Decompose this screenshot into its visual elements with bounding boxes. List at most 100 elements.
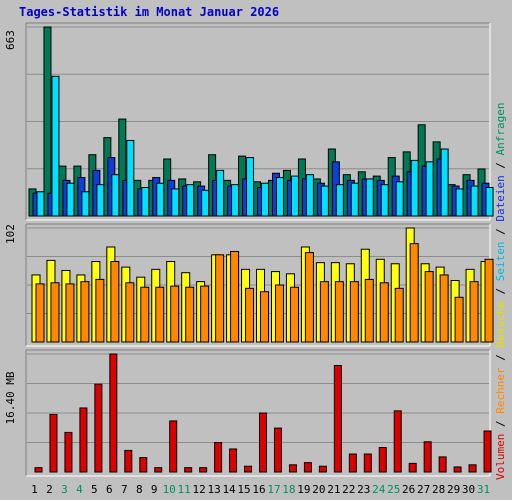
- bar-volumen-day-4: [79, 407, 88, 473]
- x-tick-label: 8: [136, 483, 143, 496]
- legend: Volumen / Rechner / Besuche / Seiten / D…: [494, 102, 507, 480]
- x-tick-label: 14: [222, 483, 236, 496]
- legend-separator: /: [494, 414, 507, 434]
- legend-text: Volumen / Rechner / Besuche / Seiten / D…: [494, 102, 507, 480]
- bar-rechner-day-30: [469, 281, 479, 343]
- bar-rechner-day-27: [424, 271, 434, 343]
- bar-rechner-day-14: [230, 250, 240, 343]
- legend-separator: /: [494, 281, 507, 301]
- x-tick-label: 2: [46, 483, 53, 496]
- x-tick-label: 19: [297, 483, 310, 496]
- bar-rechner-day-1: [35, 283, 45, 343]
- x-tick-label: 24: [372, 483, 386, 496]
- bar-rechner-day-12: [200, 285, 210, 343]
- bar-volumen-day-20: [318, 465, 327, 473]
- x-tick-label: 13: [207, 483, 220, 496]
- bar-seiten-day-7: [126, 139, 135, 217]
- bar-volumen-day-11: [184, 467, 193, 473]
- bar-anfragen-day-2: [43, 26, 52, 217]
- panel-middle: 102: [4, 223, 494, 347]
- bar-rechner-day-2: [50, 282, 60, 343]
- bar-seiten-day-14: [231, 184, 240, 217]
- legend-item-seiten: Seiten: [494, 242, 507, 282]
- bar-volumen-day-13: [214, 442, 223, 473]
- bar-volumen-day-31: [483, 430, 492, 473]
- x-tick-label: 27: [417, 483, 430, 496]
- bar-volumen-day-5: [94, 383, 103, 473]
- bar-seiten-day-16: [261, 182, 270, 217]
- legend-separator: /: [494, 155, 507, 175]
- legend-item-rechner: Rechner: [494, 367, 507, 414]
- bar-rechner-day-9: [155, 286, 165, 343]
- bar-volumen-day-16: [259, 412, 268, 473]
- bar-volumen-day-28: [438, 456, 447, 473]
- bar-seiten-day-9: [156, 182, 165, 217]
- x-tick-label: 23: [357, 483, 370, 496]
- x-tick-label: 25: [387, 483, 400, 496]
- legend-item-dateien: Dateien: [494, 175, 507, 221]
- bar-rechner-day-23: [364, 278, 374, 343]
- bar-rechner-day-29: [454, 296, 464, 343]
- panel-top: 663: [4, 22, 494, 221]
- bar-volumen-day-30: [468, 464, 477, 473]
- bar-volumen-day-8: [139, 457, 148, 473]
- bar-volumen-day-10: [169, 420, 178, 473]
- bar-seiten-day-8: [141, 186, 150, 217]
- bar-seiten-day-1: [36, 191, 45, 217]
- bar-seiten-day-15: [246, 157, 255, 217]
- bar-volumen-day-29: [453, 466, 462, 473]
- x-tick-label: 12: [193, 483, 206, 496]
- bar-volumen-day-3: [64, 431, 73, 473]
- bar-seiten-day-27: [425, 161, 434, 217]
- bar-rechner-day-3: [65, 283, 75, 343]
- x-tick-label: 31: [477, 483, 490, 496]
- bar-volumen-day-12: [199, 467, 208, 473]
- bar-seiten-day-18: [290, 175, 299, 217]
- bar-volumen-day-23: [363, 453, 372, 473]
- legend-item-volumen: Volumen: [494, 434, 507, 480]
- bar-seiten-day-24: [380, 184, 389, 217]
- bar-seiten-day-10: [171, 188, 180, 217]
- bar-volumen-day-1: [34, 467, 43, 473]
- x-tick-label: 9: [151, 483, 158, 496]
- bar-rechner-day-21: [334, 281, 344, 343]
- bar-rechner-day-19: [304, 252, 314, 343]
- bar-volumen-day-17: [273, 427, 282, 473]
- x-tick-label: 11: [178, 483, 191, 496]
- bar-rechner-day-16: [260, 291, 270, 343]
- bar-volumen-day-6: [109, 353, 118, 473]
- legend-item-anfragen: Anfragen: [494, 102, 507, 155]
- bar-seiten-day-2: [51, 75, 60, 217]
- legend-item-besuche: Besuche: [494, 301, 507, 347]
- bar-seiten-day-6: [111, 174, 120, 217]
- bar-volumen-day-19: [303, 462, 312, 473]
- x-tick-label: 29: [447, 483, 460, 496]
- chart-title: Tages-Statistik im Monat Januar 2026: [19, 5, 280, 19]
- x-tick-label: 28: [432, 483, 445, 496]
- bar-rechner-day-24: [379, 282, 389, 343]
- bar-rechner-day-4: [80, 281, 90, 343]
- bar-rechner-day-5: [95, 278, 105, 343]
- bar-volumen-day-21: [333, 365, 342, 473]
- bar-rechner-day-15: [245, 287, 255, 343]
- bar-rechner-day-13: [215, 254, 225, 343]
- panel-bottom: 16.40 MB: [4, 349, 492, 477]
- bar-volumen-day-25: [393, 410, 402, 473]
- bar-volumen-day-14: [229, 448, 238, 473]
- bar-volumen-day-22: [348, 453, 357, 473]
- bar-rechner-day-26: [409, 243, 419, 343]
- bar-rechner-day-18: [289, 286, 299, 343]
- bar-seiten-day-22: [350, 182, 359, 217]
- bar-seiten-day-31: [485, 186, 494, 217]
- bar-seiten-day-12: [201, 189, 210, 217]
- x-tick-label: 17: [267, 483, 280, 496]
- bar-seiten-day-17: [275, 177, 284, 217]
- bar-seiten-day-4: [81, 191, 90, 217]
- bar-seiten-day-11: [186, 184, 195, 217]
- bar-seiten-day-5: [96, 184, 105, 217]
- bar-volumen-day-26: [408, 462, 417, 473]
- bar-volumen-day-18: [288, 464, 297, 473]
- x-tick-label: 10: [163, 483, 176, 496]
- bar-rechner-day-20: [319, 281, 329, 343]
